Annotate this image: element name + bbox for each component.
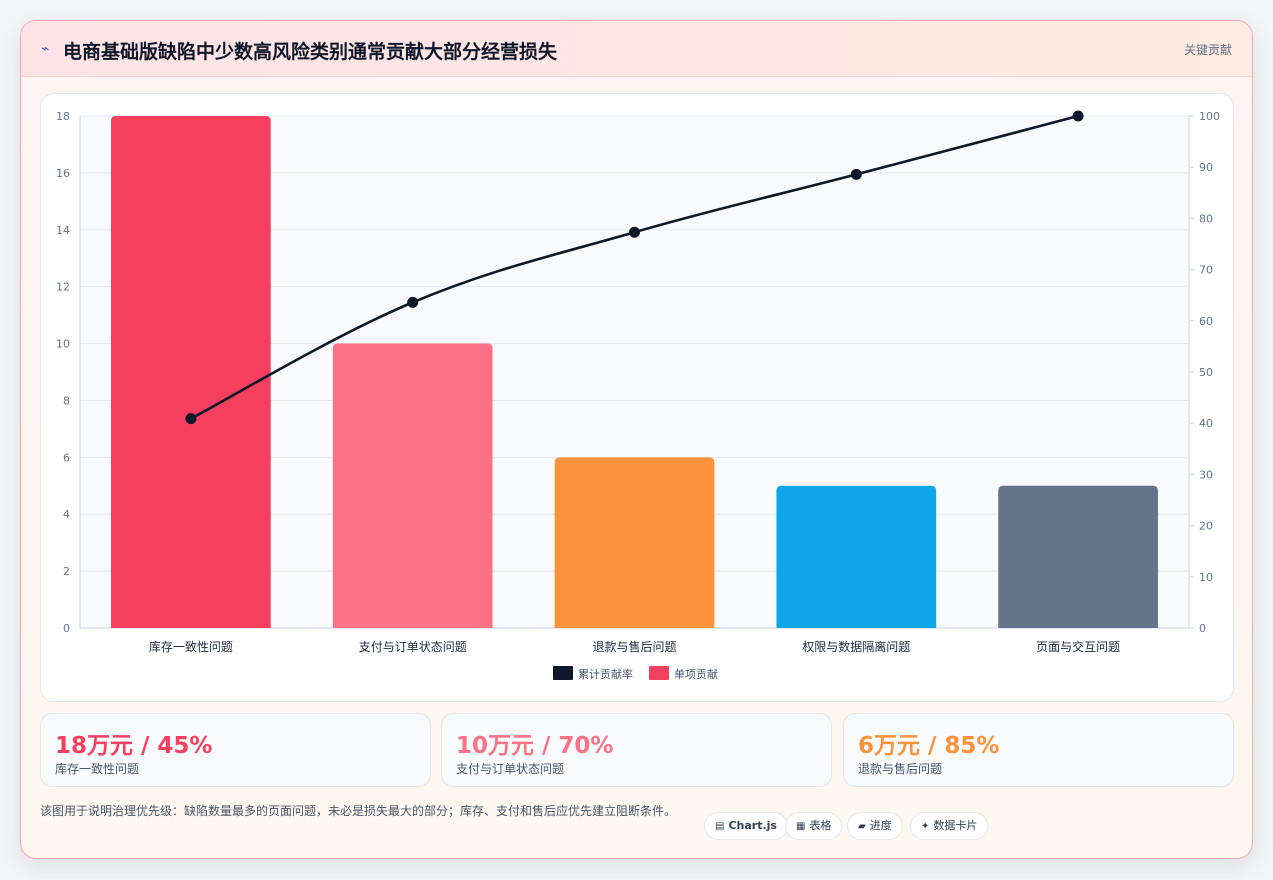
x-tick-label: 库存一致性问题 [149, 639, 233, 654]
cumulative-point [1072, 110, 1084, 122]
legend-swatch [649, 666, 669, 680]
y-left-tick-label: 0 [63, 622, 70, 635]
footer-note: 该图用于说明治理优先级：缺陷数量最多的页面问题，未必是损失最大的部分；库存、支付… [40, 804, 677, 818]
y-right-tick-label: 50 [1199, 366, 1213, 379]
y-right-tick-label: 90 [1199, 161, 1213, 174]
chip-table[interactable]: ▦ 表格 [785, 812, 843, 840]
y-left-tick-label: 12 [56, 281, 70, 294]
table-icon: ▦ [796, 821, 806, 832]
cumulative-point [629, 226, 640, 238]
chip-label: 进度 [869, 819, 892, 832]
legend-label: 单项贡献 [674, 667, 718, 681]
chart-icon: ▤ [715, 821, 725, 832]
bar [776, 485, 937, 628]
y-left-tick-label: 4 [63, 508, 70, 521]
x-tick-label: 支付与订单状态问题 [359, 640, 467, 654]
y-right-tick-label: 80 [1199, 212, 1213, 225]
chip-label: Chart.js [728, 819, 777, 832]
sparkle-icon: ✦ [921, 821, 930, 832]
y-right-tick-label: 40 [1199, 417, 1213, 430]
lightning-icon: ⌁ [41, 41, 50, 57]
x-tick-label: 页面与交互问题 [1036, 639, 1120, 654]
chip-progress[interactable]: ▰ 进度 [847, 812, 903, 840]
chip-data-cards[interactable]: ✦ 数据卡片 [910, 812, 989, 840]
bar [554, 457, 715, 628]
y-right-tick-label: 70 [1199, 264, 1213, 277]
cumulative-point [185, 413, 197, 425]
cumulative-point [407, 296, 419, 308]
progress-icon: ▰ [858, 821, 866, 832]
header-tag: 关键贡献 [1183, 43, 1232, 57]
y-right-tick-label: 10 [1199, 571, 1213, 584]
stat-label: 退款与售后问题 [858, 762, 943, 776]
stat-value: 10万元 / 70% [456, 733, 614, 759]
y-left-tick-label: 18 [56, 110, 70, 123]
bar [998, 485, 1158, 628]
stat-value: 6万元 / 85% [858, 733, 1000, 759]
stat-card-2: 10万元 / 70% 支付与订单状态问题 [441, 713, 832, 787]
y-right-tick-label: 60 [1199, 315, 1213, 328]
y-right-tick-label: 30 [1199, 468, 1213, 481]
stat-card-1: 18万元 / 45% 库存一致性问题 [40, 713, 431, 787]
pareto-chart: 0 2 4 6 8 10 12 14 16 18 0 10 20 30 40 50 60 70 80 90 100 库存一… [56, 110, 1220, 681]
y-right-tick-label: 20 [1199, 520, 1213, 533]
y-right-tick-label: 100 [1199, 110, 1220, 123]
legend-label: 累计贡献率 [578, 667, 633, 681]
stat-card-3: 6万元 / 85% 退款与售后问题 [843, 713, 1234, 787]
stat-label: 支付与订单状态问题 [456, 762, 565, 776]
chip-label: 数据卡片 [933, 819, 978, 832]
y-left-tick-label: 16 [56, 167, 70, 180]
chip-chartjs[interactable]: ▤ Chart.js [704, 812, 788, 840]
y-left-tick-label: 8 [63, 394, 70, 407]
y-left-tick-label: 2 [63, 565, 70, 578]
stat-value: 18万元 / 45% [55, 733, 213, 759]
y-left-tick-label: 6 [63, 451, 70, 464]
cumulative-point [850, 168, 862, 180]
card-header: ⌁ 电商基础版缺陷中少数高风险类别通常贡献大部分经营损失 关键贡献 [21, 21, 1252, 77]
legend-swatch [553, 666, 573, 680]
page-title: 电商基础版缺陷中少数高风险类别通常贡献大部分经营损失 [63, 41, 558, 63]
chip-label: 表格 [809, 819, 832, 832]
bar [332, 343, 493, 628]
y-right-tick-label: 0 [1199, 622, 1206, 635]
x-tick-label: 退款与售后问题 [592, 639, 676, 654]
chart-card: ⌁ 电商基础版缺陷中少数高风险类别通常贡献大部分经营损失 关键贡献 0 2 4 6 8 1… [20, 20, 1253, 859]
stat-label: 库存一致性问题 [55, 762, 140, 776]
chart-panel: 0 2 4 6 8 10 12 14 16 18 0 10 20 30 40 50 60 70 80 90 100 库存一… [40, 93, 1234, 702]
y-left-tick-label: 14 [56, 224, 70, 237]
bar [111, 116, 271, 628]
y-left-tick-label: 10 [56, 338, 70, 351]
x-tick-label: 权限与数据隔离问题 [802, 639, 910, 654]
